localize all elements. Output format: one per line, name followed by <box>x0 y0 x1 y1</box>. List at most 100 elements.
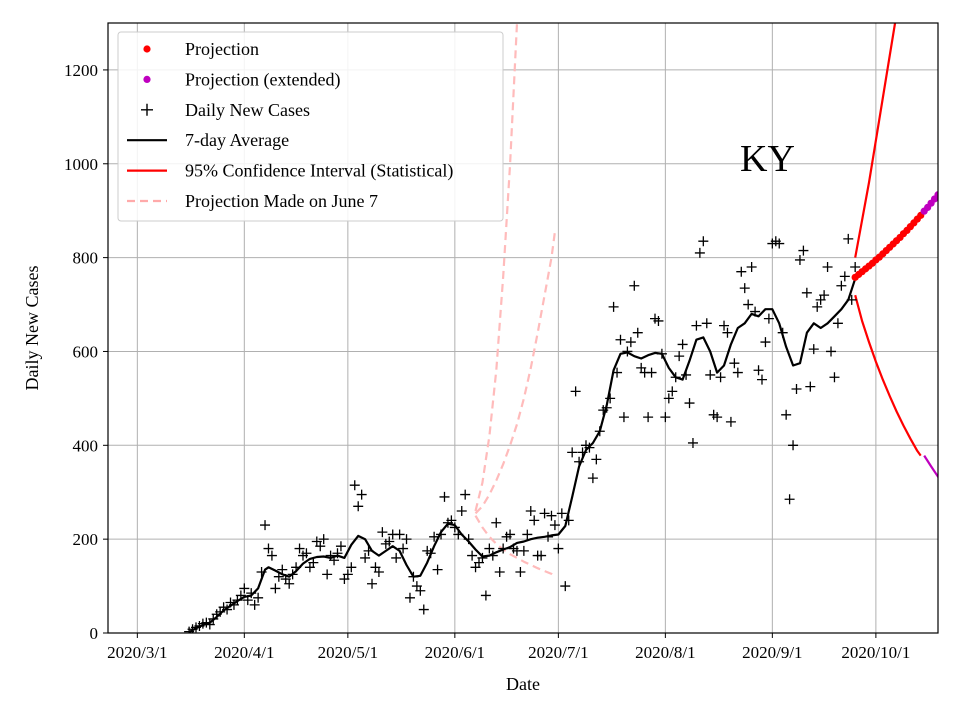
data-point-daily-case <box>739 283 750 294</box>
data-point-daily-case <box>449 522 460 533</box>
data-point-daily-case <box>722 327 733 338</box>
x-tick-label: 2020/3/1 <box>107 643 167 662</box>
y-tick-label: 1000 <box>64 155 98 174</box>
data-point-daily-case <box>284 578 295 589</box>
data-point-daily-case <box>781 409 792 420</box>
data-point-daily-case <box>839 271 850 282</box>
data-point-projection-extended <box>945 178 952 185</box>
x-tick-label: 2020/5/1 <box>318 643 378 662</box>
legend-marker-dot <box>143 45 151 53</box>
data-point-daily-case <box>643 412 654 423</box>
data-point-daily-case <box>667 386 678 397</box>
legend-marker-plus <box>141 103 153 116</box>
data-point-daily-case <box>670 372 681 383</box>
data-point-daily-case <box>322 569 333 580</box>
data-point-daily-case <box>291 562 302 573</box>
data-point-daily-case <box>594 426 605 437</box>
data-point-daily-case <box>601 402 612 413</box>
x-tick-label: 2020/10/1 <box>841 643 910 662</box>
data-point-daily-case <box>549 520 560 531</box>
data-point-daily-case <box>363 545 374 556</box>
data-point-daily-case <box>677 339 688 350</box>
data-point-daily-case <box>546 510 557 521</box>
data-point-daily-case <box>846 294 857 305</box>
data-point-daily-case <box>456 506 467 516</box>
x-tick-label: 2020/8/1 <box>635 643 695 662</box>
legend-marker-dot <box>143 75 151 83</box>
data-point-daily-case <box>315 541 326 552</box>
data-point-daily-case <box>725 416 736 427</box>
data-point-daily-case <box>515 567 526 577</box>
legend-label: Daily New Cases <box>185 100 310 120</box>
data-point-daily-case <box>836 280 847 291</box>
data-point-daily-case <box>408 571 419 582</box>
data-point-daily-case <box>346 562 357 573</box>
data-point-daily-case <box>843 233 854 244</box>
data-point-daily-case <box>436 529 447 540</box>
data-point-daily-case <box>222 604 233 615</box>
data-point-daily-case <box>353 501 364 512</box>
data-point-daily-case <box>256 567 267 577</box>
data-point-daily-case <box>615 334 626 345</box>
legend-label: Projection (extended) <box>185 69 340 90</box>
data-point-daily-case <box>712 412 723 423</box>
data-point-daily-case <box>425 548 436 559</box>
data-point-daily-case <box>653 315 664 326</box>
data-point-daily-case <box>260 520 271 531</box>
data-point-daily-case <box>529 515 540 526</box>
series-95-ci-lower-statistical <box>854 294 922 457</box>
data-point-daily-case <box>263 543 274 554</box>
data-point-daily-case <box>798 245 809 256</box>
data-point-daily-case <box>235 590 246 601</box>
data-point-daily-case <box>612 367 623 378</box>
data-point-projection-extended <box>952 169 959 176</box>
data-point-daily-case <box>574 456 585 467</box>
data-point-daily-case <box>242 595 253 606</box>
data-point-daily-case <box>480 590 491 601</box>
data-point-daily-case <box>753 365 764 376</box>
data-point-daily-case <box>587 473 598 484</box>
data-point-daily-case <box>684 398 695 409</box>
data-point-daily-case <box>273 571 284 582</box>
data-point-daily-case <box>736 266 747 277</box>
data-point-daily-case <box>391 552 402 563</box>
data-point-daily-case <box>560 581 571 592</box>
data-point-daily-case <box>553 543 564 554</box>
data-point-daily-case <box>715 372 726 383</box>
data-point-daily-case <box>605 393 616 404</box>
data-point-daily-case <box>394 529 405 540</box>
data-point-daily-case <box>618 412 629 423</box>
data-point-daily-case <box>794 254 805 265</box>
data-point-daily-case <box>608 301 619 312</box>
data-point-daily-case <box>404 592 415 603</box>
data-point-daily-case <box>698 236 709 247</box>
chart-annotation-ky: KY <box>740 138 795 180</box>
data-point-daily-case <box>543 531 554 542</box>
data-point-daily-case <box>453 529 464 540</box>
data-point-daily-case <box>439 491 450 502</box>
data-point-daily-case <box>318 534 329 545</box>
data-point-daily-case <box>294 543 305 554</box>
data-point-daily-case <box>270 583 281 594</box>
legend-label: Projection <box>185 39 259 59</box>
data-point-daily-case <box>788 440 799 451</box>
data-point-daily-case <box>625 337 636 348</box>
data-point-daily-case <box>694 247 705 258</box>
data-point-daily-case <box>342 569 353 580</box>
data-point-daily-case <box>681 369 692 380</box>
legend-label: 95% Confidence Interval (Statistical) <box>185 161 453 182</box>
data-point-daily-case <box>719 320 730 331</box>
data-point-daily-case <box>777 327 788 338</box>
data-point-daily-case <box>584 442 595 453</box>
data-point-projection-extended <box>955 164 960 171</box>
data-point-daily-case <box>360 552 371 563</box>
data-point-daily-case <box>477 552 488 563</box>
series-layer <box>184 23 960 633</box>
series-95-ci-upper <box>854 23 897 258</box>
data-point-daily-case <box>432 564 443 575</box>
data-point-daily-case <box>691 320 702 331</box>
data-point-daily-case <box>487 550 498 561</box>
data-point-daily-case <box>525 506 536 516</box>
data-point-daily-case <box>335 541 346 552</box>
